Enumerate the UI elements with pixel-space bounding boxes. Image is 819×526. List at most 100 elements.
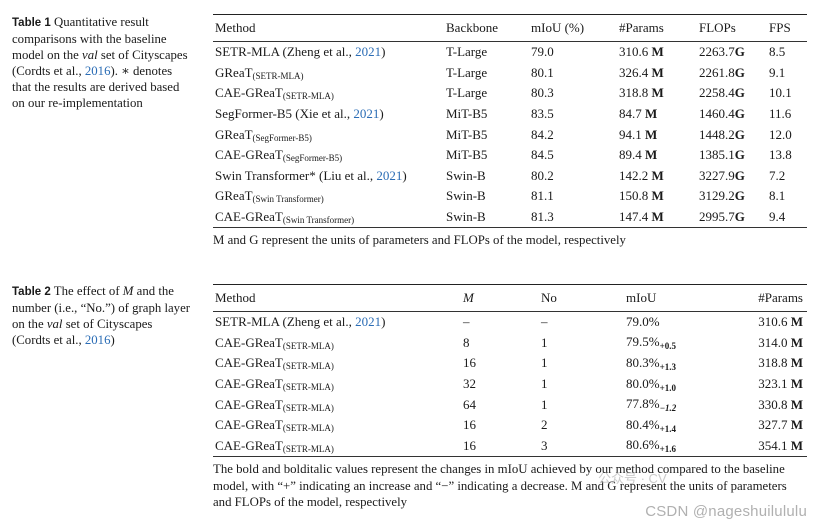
backbone-cell: T-Large bbox=[446, 85, 488, 101]
fps-cell: 13.8 bbox=[769, 147, 792, 163]
params-unit: M bbox=[645, 147, 658, 163]
params-value: 318.8 bbox=[758, 355, 788, 371]
method-name: Swin Transformer* (Liu et al., bbox=[215, 167, 377, 183]
method-name: CAE-GReaT bbox=[215, 334, 283, 350]
miou-cell: 80.0%+1.0 bbox=[624, 374, 742, 395]
flops-value: 2995.7 bbox=[699, 209, 735, 225]
watermark-logo: 公众号 · CV bbox=[598, 471, 667, 486]
table1-header: Method bbox=[215, 20, 256, 35]
no-cell: 1 bbox=[541, 334, 548, 350]
method-cell: SegFormer-B5 (Xie et al., 2021) bbox=[213, 104, 444, 125]
backbone-cell: Swin-B bbox=[446, 188, 486, 204]
table1-header-row: Method Backbone mIoU (%) #Params FLOPs F… bbox=[213, 15, 807, 42]
flops-cell: 2263.7G bbox=[697, 40, 767, 63]
params-unit: M bbox=[790, 334, 803, 350]
miou-delta: +1.3 bbox=[659, 361, 676, 372]
params-unit: M bbox=[790, 396, 803, 412]
params-unit: M bbox=[790, 437, 803, 453]
no-cell: 1 bbox=[541, 355, 548, 371]
table-row: GReaT(SegFormer-B5) MiT-B5 84.2 94.1 M 1448.… bbox=[213, 124, 807, 145]
flops-unit: G bbox=[734, 188, 745, 204]
miou-cell: 81.1 bbox=[531, 188, 554, 204]
miou-cell: 81.3 bbox=[531, 209, 554, 225]
table-row: CAE-GReaT(SETR-MLA) 16 1 80.3%+1.3 318.8 M bbox=[213, 353, 807, 374]
table2-header-row: Method M No mIoU #Params bbox=[213, 285, 807, 312]
method-name: CAE-GReaT bbox=[215, 147, 283, 163]
method-end: ) bbox=[379, 106, 384, 122]
flops-value: 2263.7 bbox=[699, 44, 735, 60]
miou-cell: 80.3 bbox=[531, 85, 554, 101]
flops-cell: 2995.7G bbox=[697, 207, 767, 228]
no-cell: 3 bbox=[541, 437, 548, 453]
fps-cell: 9.4 bbox=[769, 209, 786, 225]
flops-value: 3227.9 bbox=[699, 167, 735, 183]
method-name: SETR-MLA (Zheng et al., bbox=[215, 44, 356, 60]
method-end: ) bbox=[402, 167, 407, 183]
table2-caption-label: Table 2 bbox=[12, 286, 51, 298]
miou-cell: 80.6%+1.6 bbox=[624, 436, 742, 457]
flops-cell: 3227.9G bbox=[697, 166, 767, 187]
method-subscript: (Swin Transformer) bbox=[282, 215, 355, 226]
params-unit: M bbox=[645, 106, 658, 122]
table1-bottom-rule bbox=[213, 227, 807, 229]
method-cell: SETR-MLA (Zheng et al., 2021) bbox=[213, 310, 461, 333]
params-unit: M bbox=[645, 126, 658, 142]
m-cell: 8 bbox=[463, 334, 470, 350]
fps-cell: 8.5 bbox=[767, 40, 807, 63]
table-row: GReaT(SETR-MLA) T-Large 80.1 326.4 M 2261.8G… bbox=[213, 63, 807, 84]
flops-cell: 1460.4G bbox=[697, 104, 767, 125]
params-unit: M bbox=[651, 64, 664, 80]
method-name: GReaT bbox=[215, 188, 253, 204]
flops-value: 2258.4 bbox=[699, 85, 735, 101]
fps-cell: 8.1 bbox=[769, 188, 786, 204]
flops-value: 1460.4 bbox=[699, 106, 735, 122]
method-subscript: (SETR-MLA) bbox=[282, 340, 334, 351]
method-subscript: (SegFormer-B5) bbox=[282, 153, 343, 164]
method-subscript: (SETR-MLA) bbox=[282, 423, 334, 434]
citation-year[interactable]: 2021 bbox=[353, 106, 380, 122]
table2-caption: Table 2 The effect of M and the number (… bbox=[12, 283, 192, 348]
table1-caption-cite[interactable]: 2016 bbox=[84, 64, 111, 78]
table1: Method Backbone mIoU (%) #Params FLOPs F… bbox=[213, 14, 807, 249]
params-cell: 318.8 M bbox=[617, 83, 697, 104]
table-row: GReaT(Swin Transformer) Swin-B 81.1 150.8 M… bbox=[213, 186, 807, 207]
table1-caption: Table 1 Quantitative result comparisons … bbox=[12, 14, 192, 111]
params-value: 147.4 bbox=[619, 209, 649, 225]
table2-caption-cite[interactable]: 2016 bbox=[84, 333, 111, 347]
flops-cell: 3129.2G bbox=[697, 186, 767, 207]
table1-header: Backbone bbox=[446, 20, 498, 35]
params-value: 326.4 bbox=[619, 64, 649, 80]
flops-unit: G bbox=[734, 167, 745, 183]
table-row: SETR-MLA (Zheng et al., 2021) – –79.0% 310.… bbox=[213, 310, 807, 333]
method-cell: CAE-GReaT(SETR-MLA) bbox=[213, 353, 461, 374]
method-name: GReaT bbox=[215, 126, 253, 142]
table-row: CAE-GReaT(SETR-MLA) 8 1 79.5%+0.5 314.0 M bbox=[213, 333, 807, 354]
backbone-cell: T-Large bbox=[446, 64, 488, 80]
params-cell: 330.8 M bbox=[742, 394, 807, 415]
no-cell: 1 bbox=[541, 396, 548, 412]
params-unit: M bbox=[651, 85, 664, 101]
table1-header: FPS bbox=[769, 20, 791, 35]
table-row: SegFormer-B5 (Xie et al., 2021) MiT-B5 83.… bbox=[213, 104, 807, 125]
method-name: CAE-GReaT bbox=[215, 376, 283, 392]
no-cell: – bbox=[539, 310, 624, 333]
params-value: 89.4 bbox=[619, 147, 642, 163]
method-name: CAE-GReaT bbox=[215, 417, 283, 433]
table2-footnote: The bold and bolditalic values represent… bbox=[213, 462, 787, 510]
citation-year[interactable]: 2021 bbox=[355, 314, 382, 330]
method-cell: CAE-GReaT(SegFormer-B5) bbox=[213, 145, 444, 166]
method-cell: GReaT(SegFormer-B5) bbox=[213, 124, 444, 145]
params-value: 310.6 bbox=[619, 44, 649, 60]
flops-unit: G bbox=[734, 147, 745, 163]
miou-value: 80.6% bbox=[626, 437, 660, 453]
citation-year[interactable]: 2021 bbox=[355, 44, 382, 60]
m-cell: 16 bbox=[463, 417, 476, 433]
params-unit: M bbox=[790, 314, 803, 330]
miou-cell: 80.3%+1.3 bbox=[624, 353, 742, 374]
citation-year[interactable]: 2021 bbox=[376, 167, 403, 183]
method-name: CAE-GReaT bbox=[215, 355, 283, 371]
method-name: GReaT bbox=[215, 64, 253, 80]
backbone-cell: T-Large bbox=[444, 40, 529, 63]
params-cell: 94.1 M bbox=[617, 124, 697, 145]
